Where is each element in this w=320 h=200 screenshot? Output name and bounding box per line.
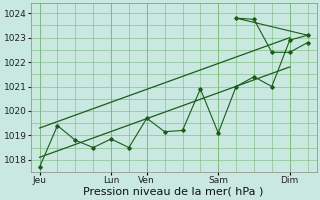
X-axis label: Pression niveau de la mer( hPa ): Pression niveau de la mer( hPa ) (84, 187, 264, 197)
